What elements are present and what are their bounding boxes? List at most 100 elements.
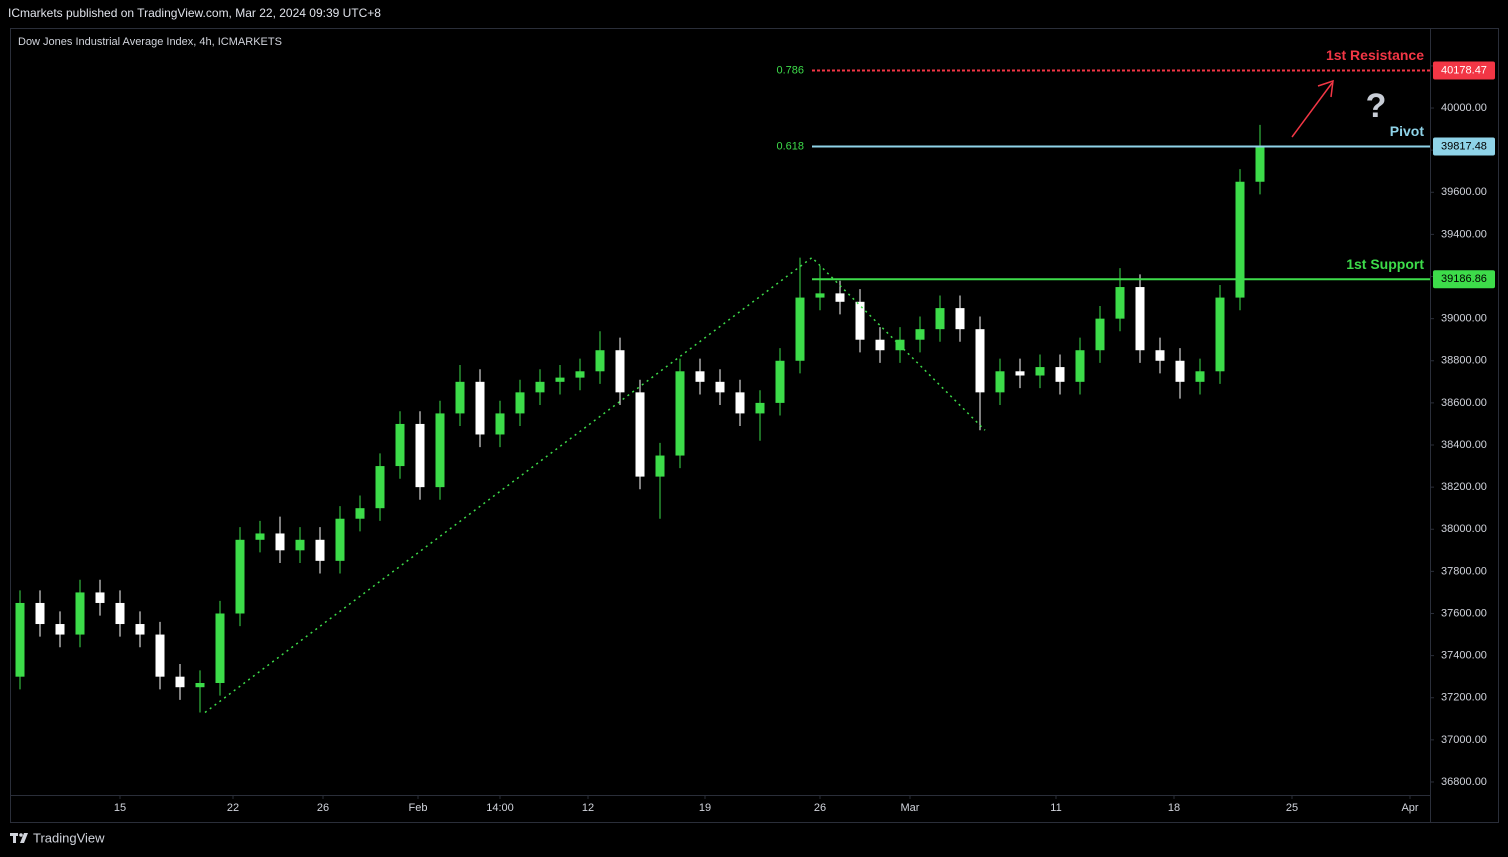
candle-body	[1195, 371, 1205, 382]
x-tick-label: Apr	[1401, 802, 1418, 814]
price-label-box	[1433, 61, 1495, 80]
question-mark: ?	[1366, 87, 1387, 125]
x-tick-label: 25	[1286, 802, 1298, 814]
candle-body	[35, 602, 45, 625]
candle-body	[615, 350, 625, 393]
y-tick-label: 36800.00	[1441, 776, 1487, 788]
candle-body	[1175, 360, 1185, 382]
candle-body	[255, 533, 265, 540]
candle-body	[595, 350, 605, 372]
arrow	[1291, 79, 1334, 138]
candle-body	[55, 624, 65, 635]
candle-body	[675, 371, 685, 456]
candle-body	[195, 682, 205, 688]
chart-title: Dow Jones Industrial Average Index, 4h, …	[18, 36, 282, 48]
candle-body	[875, 339, 885, 351]
price-label-box	[1433, 137, 1495, 156]
chart-frame	[10, 28, 1499, 823]
candle-body	[555, 377, 565, 382]
candle-body	[295, 539, 305, 551]
level-name: 1st Resistance	[1326, 47, 1424, 63]
candle-body	[95, 592, 105, 603]
x-tick-label: 19	[699, 802, 711, 814]
candle-body	[1035, 367, 1045, 376]
candle-body	[815, 293, 825, 298]
y-tick-label: 37000.00	[1441, 734, 1487, 746]
candle-body	[395, 423, 405, 467]
candle-body	[1015, 371, 1025, 376]
candle-body	[1135, 287, 1145, 351]
candle-body	[835, 293, 845, 302]
logo	[10, 833, 28, 843]
candle-body	[755, 402, 765, 414]
candle-body	[535, 381, 545, 393]
candle-body	[695, 371, 705, 382]
logo-part	[19, 833, 23, 837]
candle-body	[955, 308, 965, 330]
price-label: 39817.48	[1441, 140, 1487, 152]
level-name: Pivot	[1390, 123, 1425, 139]
candle-body	[775, 360, 785, 403]
candle-body	[575, 371, 585, 378]
candle-body	[1115, 287, 1125, 319]
x-tick-label: 26	[317, 802, 329, 814]
y-tick-label: 37400.00	[1441, 650, 1487, 662]
x-tick-label: 14:00	[486, 802, 514, 814]
candle-body	[115, 602, 125, 625]
candle-body	[1155, 350, 1165, 361]
candle-body	[935, 308, 945, 330]
footer-brand: TradingView	[33, 830, 105, 845]
candle-body	[315, 539, 325, 561]
candle-body	[1255, 145, 1265, 182]
y-tick-label: 37800.00	[1441, 565, 1487, 577]
candle-body	[435, 413, 445, 488]
candle-body	[415, 423, 425, 488]
candle-body	[275, 533, 285, 551]
candle-body	[135, 624, 145, 635]
candle-body	[15, 602, 25, 677]
y-tick-label: 39600.00	[1441, 186, 1487, 198]
candle-body	[795, 297, 805, 361]
candle-body	[335, 518, 345, 561]
candle-body	[915, 329, 925, 340]
y-tick-label: 40000.00	[1441, 102, 1487, 114]
fib-ratio: 0.786	[776, 64, 804, 76]
x-tick-label: 11	[1050, 802, 1061, 814]
logo-part	[20, 833, 28, 843]
y-tick-label: 38600.00	[1441, 397, 1487, 409]
candle-body	[855, 301, 865, 340]
x-tick-label: Mar	[901, 802, 920, 814]
candle-body	[455, 381, 465, 414]
candle-body	[635, 392, 645, 477]
candle-body	[995, 371, 1005, 393]
candle-body	[155, 634, 165, 677]
candle-body	[655, 455, 665, 477]
x-tick-label: 26	[814, 802, 826, 814]
candle-body	[475, 381, 485, 435]
y-tick-label: 38200.00	[1441, 481, 1487, 493]
arrow-line	[1291, 82, 1333, 138]
fib-ratio: 0.618	[776, 140, 804, 152]
x-tick-label: 15	[114, 802, 126, 814]
candle-body	[1215, 297, 1225, 372]
y-tick-label: 38800.00	[1441, 355, 1487, 367]
y-tick-label: 39000.00	[1441, 313, 1487, 325]
y-tick-label: 39400.00	[1441, 228, 1487, 240]
arrow-head	[1317, 79, 1334, 98]
candle-body	[1075, 350, 1085, 382]
y-tick-label: 38400.00	[1441, 439, 1487, 451]
x-tick-label: 12	[582, 802, 594, 814]
header-text: ICmarkets published on TradingView.com, …	[8, 6, 381, 20]
candle-body	[215, 613, 225, 683]
price-label-box	[1433, 270, 1495, 289]
candle-body	[715, 381, 725, 393]
y-tick-label: 38000.00	[1441, 523, 1487, 535]
plot-area	[15, 124, 1265, 714]
candle-body	[515, 392, 525, 414]
x-tick-label: Feb	[409, 802, 428, 814]
candle-body	[1095, 318, 1105, 351]
y-tick-label: 37600.00	[1441, 607, 1487, 619]
